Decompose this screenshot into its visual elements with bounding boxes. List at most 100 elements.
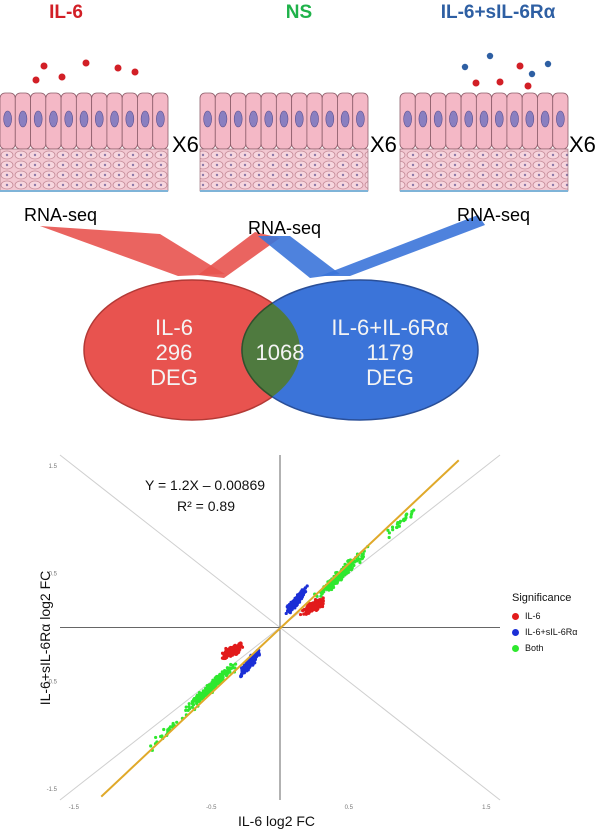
point-both (339, 578, 343, 582)
point-both (187, 702, 191, 706)
point-both (171, 723, 175, 727)
point-both (327, 588, 331, 592)
epithelium-diagram (0, 52, 569, 421)
point-both (215, 677, 220, 682)
point-both (341, 571, 345, 575)
legend-label-both: Both (525, 643, 544, 653)
point-both (166, 729, 170, 733)
scatter-points (149, 508, 416, 752)
point-il6-sil6ra (244, 668, 249, 672)
point-il6-sil6ra (290, 607, 294, 611)
point-both (402, 517, 406, 521)
rnaseq-label-il6: RNA-seq (24, 205, 98, 225)
arrow-il6 (40, 226, 225, 276)
point-both (321, 590, 325, 594)
point-both (210, 680, 214, 684)
point-il6-sil6ra (288, 605, 292, 609)
il6-particle (516, 62, 524, 70)
point-both (228, 667, 233, 671)
il6-particle (40, 62, 48, 70)
il6-particle (32, 76, 40, 84)
point-both (355, 558, 359, 562)
point-il6-sil6ra (239, 675, 243, 679)
y-tick-label: -0.5 (47, 679, 58, 685)
point-il6 (304, 611, 308, 615)
point-il6-sil6ra (243, 666, 247, 670)
point-il6 (314, 604, 318, 609)
il6-particle (131, 68, 139, 76)
arrow-ns-left (198, 232, 280, 278)
point-both (358, 560, 362, 564)
rnaseq-label-il6-sil6ra: RNA-seq (457, 205, 531, 225)
point-both (361, 555, 365, 559)
point-both (398, 519, 403, 523)
legend-title: Significance (512, 592, 572, 604)
tissue-block-1 (0, 92, 169, 192)
point-both (222, 670, 227, 674)
point-il6 (227, 649, 231, 653)
point-both (219, 677, 223, 681)
point-both (391, 528, 395, 532)
point-both (214, 682, 219, 687)
point-il6-sil6ra (299, 596, 303, 600)
x6-label-ns: X6 (370, 132, 397, 157)
legend: Significance IL-6 IL-6+sIL-6Rα Both (512, 592, 577, 656)
legend-item-il6-sil6ra: IL-6+sIL-6Rα (512, 624, 577, 640)
venn-left-line1: IL-6 (155, 315, 193, 340)
point-both (213, 679, 217, 683)
venn-right-line3: DEG (366, 365, 414, 390)
point-both (387, 531, 391, 535)
legend-item-both: Both (512, 640, 577, 656)
rnaseq-label-ns: RNA-seq (248, 218, 322, 238)
x-tick-label: -1.5 (69, 805, 80, 811)
il6-particle (58, 73, 66, 81)
point-both (390, 525, 395, 529)
point-both (175, 720, 179, 724)
venn-left-label: IL-6 296 DEG (134, 315, 214, 390)
x-tick-label: -0.5 (206, 805, 217, 811)
point-both (233, 662, 238, 666)
point-both (410, 510, 414, 514)
point-both (221, 674, 225, 678)
tissue-block-3 (399, 92, 569, 192)
point-both (361, 552, 365, 556)
x6-label-il6: X6 (172, 132, 199, 157)
sil6ra-particle (544, 60, 552, 68)
sil6ra-particle (461, 63, 469, 71)
point-both (193, 698, 197, 702)
venn-right-line1: IL-6+IL-6Rα (331, 315, 449, 340)
y-tick-label: 0.5 (49, 572, 58, 578)
point-both (195, 701, 199, 705)
point-both (184, 708, 188, 712)
point-both (190, 705, 194, 709)
point-both (348, 564, 352, 568)
point-il6-sil6ra (303, 586, 307, 590)
x-tick-label: 1.5 (482, 805, 491, 811)
tissue-block-2 (199, 92, 369, 192)
venn-overlap-count: 1068 (255, 340, 305, 365)
legend-item-il6: IL-6 (512, 608, 577, 624)
y-tick-label: 1.5 (49, 464, 58, 470)
point-both (335, 581, 339, 585)
point-both (405, 512, 409, 516)
venn-left-count: 296 (155, 340, 193, 365)
point-both (335, 577, 339, 581)
legend-label-il6: IL-6 (525, 611, 541, 621)
point-il6-sil6ra (240, 672, 244, 676)
title-ns: NS (285, 2, 313, 23)
point-il6-sil6ra (240, 668, 244, 672)
point-il6 (311, 606, 315, 610)
point-both (352, 563, 356, 568)
point-both (225, 669, 229, 673)
il6-particle (496, 78, 504, 86)
point-il6-sil6ra (250, 656, 254, 660)
point-both (168, 725, 173, 729)
point-il6-sil6ra (296, 596, 300, 600)
point-both (395, 525, 399, 530)
point-il6-sil6ra (291, 603, 295, 607)
point-both (160, 734, 164, 738)
point-both (217, 674, 221, 678)
point-both (387, 535, 391, 540)
venn-overlap (241, 280, 300, 420)
